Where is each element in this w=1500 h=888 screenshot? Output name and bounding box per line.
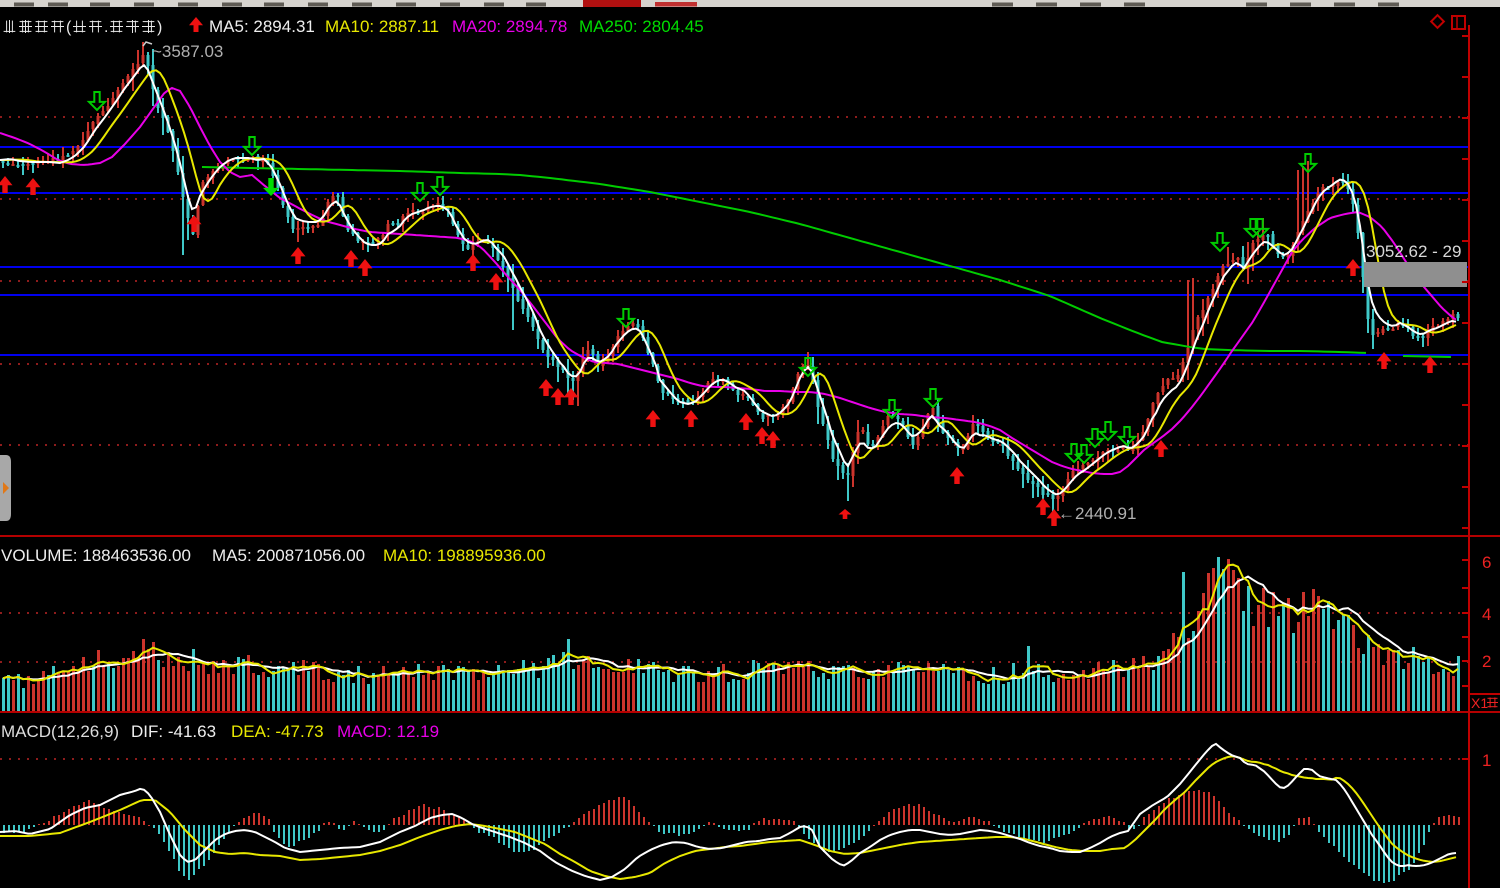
svg-text:(: ( [66, 19, 72, 36]
svg-text:MA10: 198895936.00: MA10: 198895936.00 [383, 546, 546, 565]
svg-text:3052.62 - 29: 3052.62 - 29 [1366, 242, 1461, 261]
svg-text:DEA: -47.73: DEA: -47.73 [231, 722, 324, 741]
svg-text:MA10: 2887.11: MA10: 2887.11 [325, 17, 439, 36]
svg-text:MA5: 2894.31: MA5: 2894.31 [209, 17, 315, 36]
svg-text:4: 4 [1482, 605, 1491, 624]
svg-text:6: 6 [1482, 553, 1491, 572]
svg-text:MACD: 12.19: MACD: 12.19 [337, 722, 439, 741]
svg-text:DIF: -41.63: DIF: -41.63 [131, 722, 216, 741]
svg-text:.: . [104, 19, 108, 36]
svg-text:2: 2 [1482, 652, 1491, 671]
svg-text:MACD(12,26,9): MACD(12,26,9) [1, 722, 119, 741]
svg-text:1: 1 [1482, 751, 1491, 770]
svg-text:MA5: 200871056.00: MA5: 200871056.00 [212, 546, 365, 565]
svg-text:←2440.91: ←2440.91 [1058, 504, 1136, 523]
svg-text:): ) [157, 19, 162, 36]
svg-text:~3587.03: ~3587.03 [152, 42, 223, 61]
svg-text:MA250: 2804.45: MA250: 2804.45 [579, 17, 704, 36]
svg-text:VOLUME: 188463536.00: VOLUME: 188463536.00 [1, 546, 191, 565]
svg-text:X1: X1 [1471, 695, 1488, 711]
svg-text:MA20: 2894.78: MA20: 2894.78 [452, 17, 567, 36]
